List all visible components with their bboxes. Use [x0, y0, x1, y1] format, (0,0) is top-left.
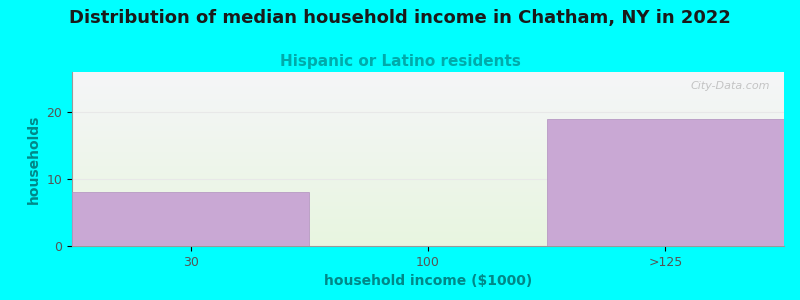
Text: Distribution of median household income in Chatham, NY in 2022: Distribution of median household income … — [69, 9, 731, 27]
Bar — [546, 119, 784, 246]
Text: Hispanic or Latino residents: Hispanic or Latino residents — [279, 54, 521, 69]
Y-axis label: households: households — [27, 114, 41, 204]
X-axis label: household income ($1000): household income ($1000) — [324, 274, 532, 288]
Bar — [72, 193, 310, 246]
Text: City-Data.com: City-Data.com — [690, 81, 770, 91]
